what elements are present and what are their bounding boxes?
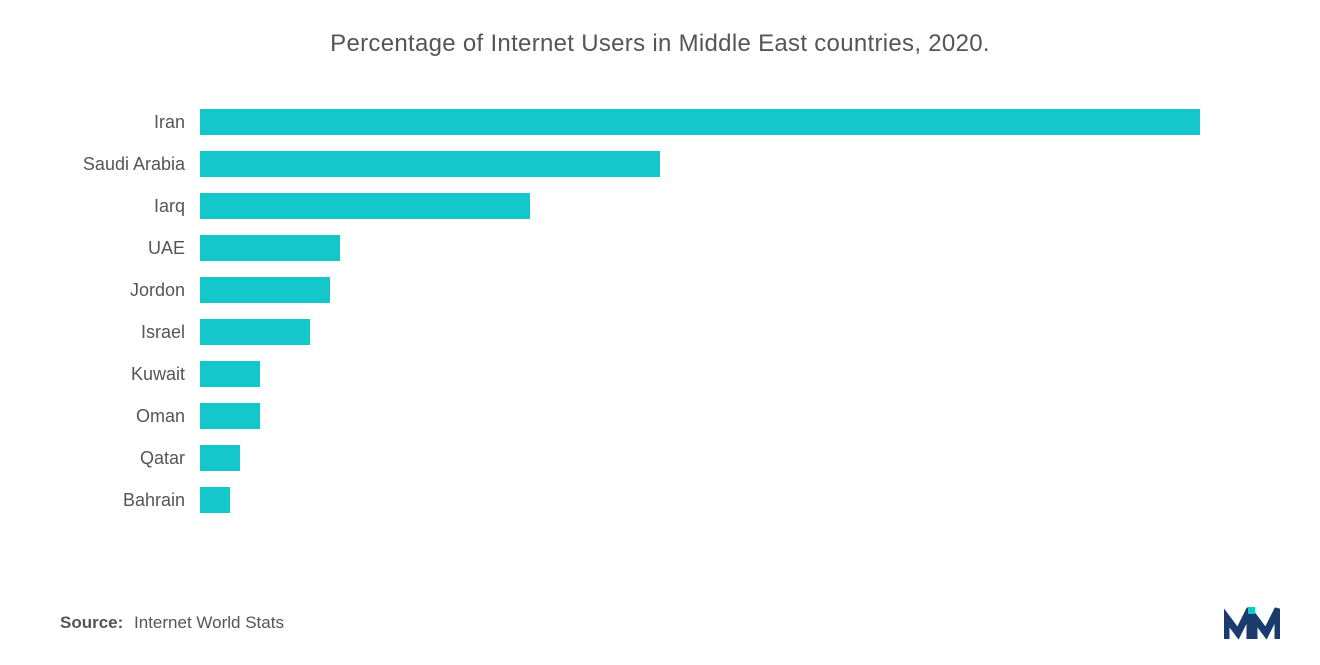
bar-track [200, 403, 1200, 429]
bar-row: UAE [200, 234, 1200, 262]
bar-label: Saudi Arabia [80, 154, 200, 175]
bar-fill [200, 109, 1200, 135]
bar-fill [200, 235, 340, 261]
bar-label: UAE [80, 238, 200, 259]
bar-row: Kuwait [200, 360, 1200, 388]
bar-track [200, 319, 1200, 345]
bar-row: Saudi Arabia [200, 150, 1200, 178]
bar-row: Jordon [200, 276, 1200, 304]
bar-label: Iran [80, 112, 200, 133]
bar-row: Iarq [200, 192, 1200, 220]
bar-track [200, 193, 1200, 219]
bar-fill [200, 403, 260, 429]
bar-fill [200, 361, 260, 387]
chart-body: IranSaudi ArabiaIarqUAEJordonIsraelKuwai… [60, 108, 1260, 514]
bar-track [200, 445, 1200, 471]
bar-row: Israel [200, 318, 1200, 346]
bar-row: Iran [200, 108, 1200, 136]
source-text: Internet World Stats [134, 613, 284, 632]
chart-container: Percentage of Internet Users in Middle E… [0, 0, 1320, 665]
bar-fill [200, 151, 660, 177]
bar-fill [200, 277, 330, 303]
bar-fill [200, 445, 240, 471]
bar-track [200, 361, 1200, 387]
bar-track [200, 151, 1200, 177]
bar-row: Bahrain [200, 486, 1200, 514]
bar-label: Kuwait [80, 364, 200, 385]
bar-label: Iarq [80, 196, 200, 217]
bar-fill [200, 319, 310, 345]
bar-fill [200, 487, 230, 513]
bar-track [200, 277, 1200, 303]
bar-row: Oman [200, 402, 1200, 430]
source-label: Source: [60, 613, 123, 632]
chart-title: Percentage of Internet Users in Middle E… [60, 30, 1260, 58]
bar-label: Oman [80, 406, 200, 427]
bar-row: Qatar [200, 444, 1200, 472]
bar-label: Israel [80, 322, 200, 343]
source-line: Source: Internet World Stats [60, 613, 284, 633]
bar-label: Bahrain [80, 490, 200, 511]
bar-fill [200, 193, 530, 219]
bar-track [200, 235, 1200, 261]
bar-label: Jordon [80, 280, 200, 301]
bar-label: Qatar [80, 448, 200, 469]
brand-logo-icon [1224, 605, 1280, 643]
bar-track [200, 109, 1200, 135]
bar-track [200, 487, 1200, 513]
